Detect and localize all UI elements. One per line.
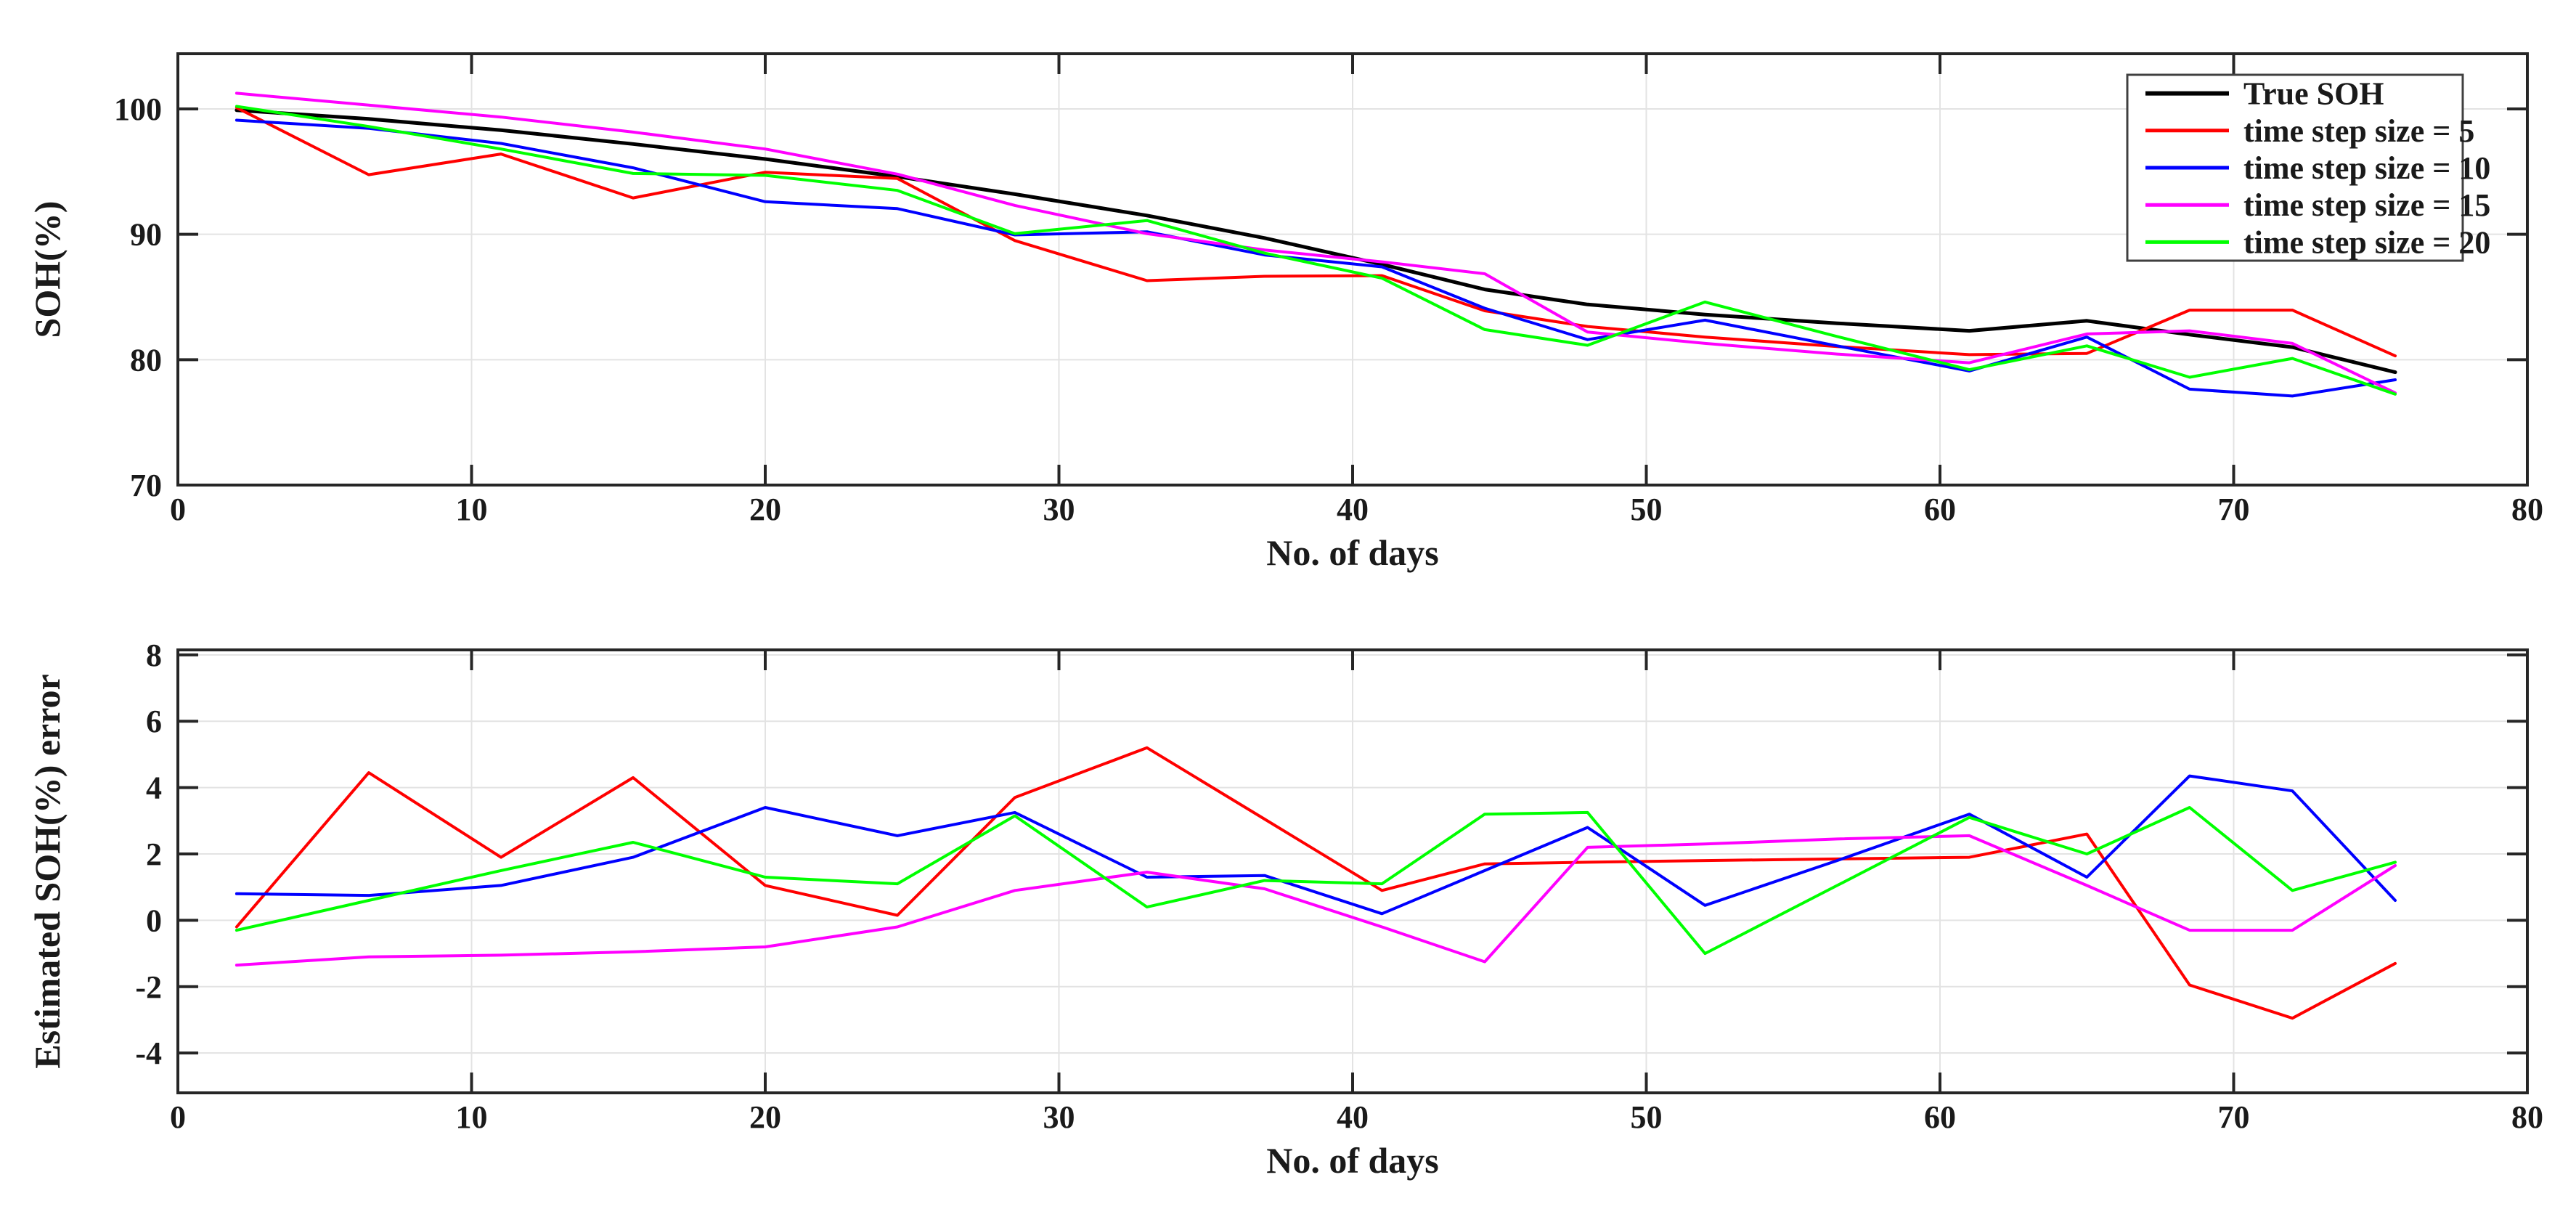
x-tick-label: 0	[170, 1099, 186, 1135]
legend-entry-label: time step size = 15	[2243, 187, 2490, 223]
x-tick-label: 0	[170, 492, 186, 527]
legend-box	[2126, 73, 2464, 262]
y-tick-label: 0	[146, 903, 162, 938]
x-tick-label: 60	[1924, 492, 1956, 527]
x-tick-label: 80	[2511, 1099, 2543, 1135]
legend-entry-label: time step size = 5	[2243, 113, 2474, 149]
soh-plot: 0 10 20 30 40 50 60 70 80 70 80 90 100 No. of days SOH…	[27, 52, 2543, 573]
x-tick-label: 60	[1924, 1099, 1956, 1135]
y-tick-label: -4	[135, 1035, 162, 1071]
y-tick-label: 6	[146, 704, 162, 739]
y-tick-label: 80	[130, 342, 162, 378]
series-line-time-step-size-15	[235, 91, 2397, 395]
series-line-time-step-size-20	[235, 105, 2397, 396]
y-axis-label: Estimated SOH(%) error	[27, 674, 68, 1068]
series-line-time-step-size-20	[235, 806, 2397, 956]
x-axis-label: No. of days	[1266, 532, 1439, 573]
x-tick-label: 40	[1337, 1099, 1369, 1135]
x-tick-label: 70	[2218, 1099, 2250, 1135]
x-tick-label: 50	[1631, 1099, 1663, 1135]
y-tick-label: 2	[146, 837, 162, 872]
y-tick-label: 90	[130, 217, 162, 253]
y-tick-label: 4	[146, 770, 162, 806]
legend-entry-label: time step size = 10	[2243, 150, 2490, 186]
y-axis-label: SOH(%)	[27, 201, 68, 338]
x-tick-label: 80	[2511, 492, 2543, 527]
y-tick-label: 8	[146, 638, 162, 673]
series-line-time-step-size-5	[235, 746, 2397, 1020]
series-line-time-step-size-10	[235, 118, 2397, 398]
y-tick-label: 70	[130, 468, 162, 503]
legend-entry-label: time step size = 20	[2243, 224, 2490, 260]
x-tick-label: 10	[456, 492, 488, 527]
x-tick-label: 70	[2218, 492, 2250, 527]
x-tick-label: 40	[1337, 492, 1369, 527]
x-tick-label: 20	[749, 492, 781, 527]
x-tick-label: 50	[1631, 492, 1663, 527]
x-tick-label: 20	[749, 1099, 781, 1135]
legend-entry-label: True SOH	[2243, 76, 2384, 112]
x-tick-label: 30	[1043, 492, 1075, 527]
x-axis-label: No. of days	[1266, 1140, 1439, 1181]
series-line-time-step-size-15	[235, 834, 2397, 967]
x-tick-label: 10	[456, 1099, 488, 1135]
series-line-true-soh	[235, 108, 2397, 375]
y-tick-label: 100	[114, 91, 162, 127]
series-line-time-step-size-10	[235, 774, 2397, 916]
soh-error-plot: 0 10 20 30 40 50 60 70 80 -4 -2 0 2 4 6 8 No. of days Est…	[27, 638, 2543, 1181]
y-tick-label: -2	[135, 969, 162, 1005]
x-tick-label: 30	[1043, 1099, 1075, 1135]
series-line-time-step-size-5	[235, 106, 2397, 358]
